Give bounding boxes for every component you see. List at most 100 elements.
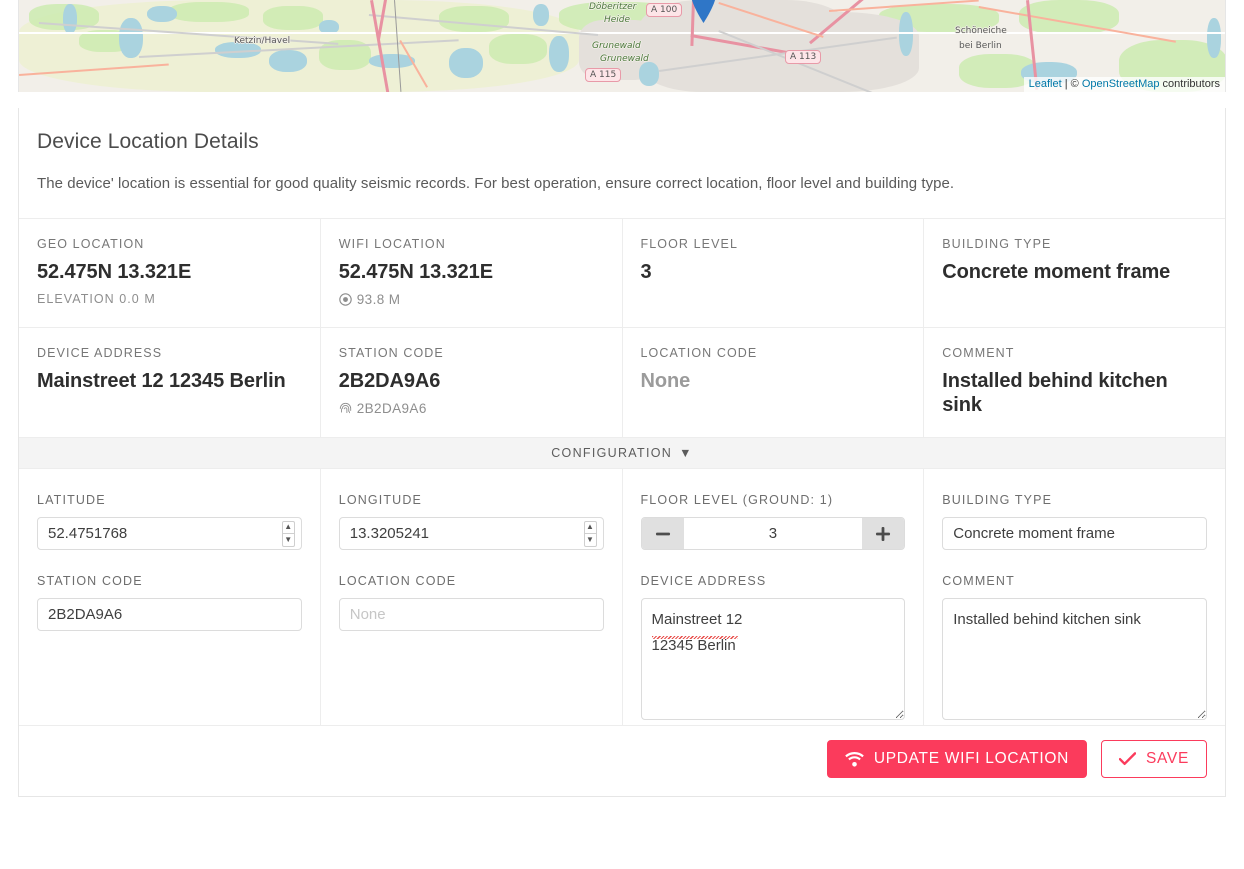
- info-label: COMMENT: [942, 346, 1015, 360]
- device-address-textarea[interactable]: Mainstreet 12 12345 Berlin: [640, 598, 906, 720]
- form-column-1: LATITUDE ▲ ▼ STATION CODE: [19, 469, 321, 725]
- info-meta-text: 2B2DA9A6: [356, 401, 427, 416]
- field-station-code: STATION CODE: [37, 574, 302, 631]
- info-meta: 93.8 M: [338, 292, 604, 307]
- fingerprint-icon: [339, 402, 352, 415]
- info-label: GEO LOCATION: [37, 237, 145, 251]
- update-wifi-location-button[interactable]: UPDATE WIFI LOCATION: [826, 740, 1087, 778]
- longitude-label: LONGITUDE: [338, 493, 423, 507]
- station-code-label: STATION CODE: [37, 574, 143, 588]
- device-address-label: DEVICE ADDRESS: [640, 574, 767, 588]
- info-meta-text: 93.8 M: [356, 292, 401, 307]
- info-meta-text: ELEVATION 0.0 M: [37, 292, 156, 306]
- field-longitude: LONGITUDE ▲ ▼: [338, 493, 604, 550]
- building-type-input[interactable]: [942, 517, 1207, 550]
- info-label: STATION CODE: [338, 346, 444, 360]
- info-value: Mainstreet 12 12345 Berlin: [37, 370, 286, 392]
- info-card-location-code: LOCATION CODE None: [623, 328, 924, 437]
- map-marker-pin[interactable]: [691, 0, 716, 23]
- building-type-label: BUILDING TYPE: [942, 493, 1053, 507]
- info-card-comment: COMMENT Installed behind kitchen sink: [924, 328, 1225, 437]
- card-header: Device Location Details The device' loca…: [19, 108, 1225, 192]
- wifi-icon: [845, 751, 864, 767]
- attribution-suffix: contributors: [1159, 78, 1220, 90]
- save-label: SAVE: [1145, 750, 1189, 767]
- chevron-down-icon: ▼: [679, 445, 693, 460]
- openstreetmap-link[interactable]: OpenStreetMap: [1081, 78, 1160, 90]
- info-value: 52.475N 13.321E: [37, 261, 192, 283]
- form-actions: UPDATE WIFI LOCATION SAVE: [19, 725, 1225, 796]
- floor-level-value: 3: [683, 518, 863, 549]
- map-label: bei Berlin: [959, 41, 1002, 51]
- comment-textarea[interactable]: Installed behind kitchen sink: [942, 598, 1207, 720]
- form-column-4: BUILDING TYPE COMMENT Installed behind k…: [924, 469, 1225, 725]
- map-label: Grunewald: [600, 54, 649, 64]
- longitude-input[interactable]: [338, 517, 604, 550]
- update-wifi-location-label: UPDATE WIFI LOCATION: [873, 750, 1069, 767]
- plus-icon[interactable]: [862, 518, 905, 549]
- chevron-down-icon[interactable]: ▼: [281, 533, 295, 547]
- device-location-card: Device Location Details The device' loca…: [18, 108, 1226, 797]
- info-card-floor-level: FLOOR LEVEL 3: [622, 219, 924, 328]
- field-location-code: LOCATION CODE: [338, 574, 604, 631]
- info-value: None: [640, 370, 691, 392]
- location-code-label: LOCATION CODE: [338, 574, 457, 588]
- form-column-2: LONGITUDE ▲ ▼ LOCATION CODE: [321, 469, 623, 725]
- info-meta: ELEVATION 0.0 M: [37, 292, 302, 306]
- map-attribution: Leaflet | © OpenStreetMap contributors: [1023, 77, 1225, 92]
- map-label: Heide: [604, 15, 631, 25]
- info-card-station-code: STATION CODE 2B2DA9A6: [321, 328, 622, 437]
- info-value: Concrete moment frame: [942, 261, 1171, 283]
- map-label: Döberitzer: [589, 2, 637, 12]
- leaflet-link[interactable]: Leaflet: [1028, 78, 1062, 90]
- attribution-separator: | ©: [1061, 78, 1082, 90]
- page-subtitle: The device' location is essential for go…: [37, 175, 955, 192]
- map-panel[interactable]: Ketzin/Havel Döberitzer Heide Grunewald Grun…: [18, 0, 1226, 92]
- info-value: 2B2DA9A6: [338, 370, 441, 392]
- form-spacer: [37, 631, 302, 667]
- map-canvas[interactable]: Ketzin/Havel Döberitzer Heide Grunewald Grun…: [19, 0, 1225, 92]
- info-card-device-address: DEVICE ADDRESS Mainstreet 12 12345 Berli…: [19, 328, 320, 437]
- road-shield: A 100: [646, 3, 683, 17]
- longitude-stepper[interactable]: ▲ ▼: [583, 520, 597, 547]
- save-button[interactable]: SAVE: [1100, 740, 1207, 778]
- info-label: LOCATION CODE: [640, 346, 758, 360]
- chevron-up-icon[interactable]: ▲: [583, 520, 597, 533]
- map-label: Ketzin/Havel: [234, 36, 291, 46]
- station-code-input[interactable]: [37, 598, 302, 631]
- configuration-label: CONFIGURATION: [551, 446, 673, 460]
- target-icon: [338, 293, 352, 306]
- latitude-input[interactable]: [37, 517, 302, 550]
- form-column-3: FLOOR LEVEL (GROUND: 1) 3: [623, 469, 925, 725]
- info-label: WIFI LOCATION: [338, 237, 446, 251]
- floor-level-stepper[interactable]: 3: [640, 517, 906, 550]
- page-title: Device Location Details: [37, 130, 259, 153]
- map-label: Grunewald: [592, 41, 641, 51]
- field-floor-level: FLOOR LEVEL (GROUND: 1) 3: [640, 493, 906, 550]
- info-label: DEVICE ADDRESS: [37, 346, 163, 360]
- minus-icon[interactable]: [641, 518, 684, 549]
- chevron-down-icon[interactable]: ▼: [583, 533, 597, 547]
- longitude-input-wrap: ▲ ▼: [338, 517, 604, 550]
- map-label: Schöneiche: [955, 26, 1007, 36]
- location-code-input[interactable]: [338, 598, 604, 631]
- device-address-wrap: Mainstreet 12 12345 Berlin: [640, 598, 906, 725]
- info-label: FLOOR LEVEL: [640, 237, 739, 251]
- road-shield: A 115: [585, 68, 622, 82]
- info-column-3: FLOOR LEVEL 3 LOCATION CODE None: [622, 219, 925, 437]
- latitude-stepper[interactable]: ▲ ▼: [281, 520, 295, 547]
- info-meta: 2B2DA9A6: [339, 401, 604, 416]
- field-comment: COMMENT Installed behind kitchen sink: [942, 574, 1207, 725]
- chevron-up-icon[interactable]: ▲: [281, 520, 295, 533]
- configuration-toggle[interactable]: CONFIGURATION ▼: [19, 437, 1225, 469]
- info-grid: GEO LOCATION 52.475N 13.321E ELEVATION 0…: [19, 218, 1225, 437]
- comment-label: COMMENT: [942, 574, 1015, 588]
- field-building-type: BUILDING TYPE: [942, 493, 1207, 550]
- road-shield: A 113: [785, 50, 822, 64]
- info-card-geo-location: GEO LOCATION 52.475N 13.321E ELEVATION 0…: [19, 219, 320, 328]
- latitude-input-wrap: ▲ ▼: [37, 517, 302, 550]
- info-card-building-type: BUILDING TYPE Concrete moment frame: [924, 219, 1225, 328]
- info-column-2: WIFI LOCATION 52.475N 13.321E 93.8 M S: [320, 219, 623, 437]
- info-label: BUILDING TYPE: [942, 237, 1052, 251]
